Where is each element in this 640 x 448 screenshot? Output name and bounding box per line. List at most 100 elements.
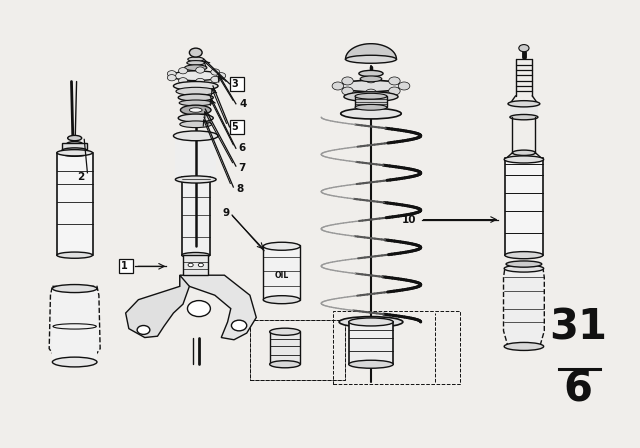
Text: 2: 2 [77,172,84,182]
Circle shape [211,69,220,75]
Circle shape [217,73,226,79]
Polygon shape [125,275,189,337]
Ellipse shape [187,60,205,65]
Bar [250,320,346,380]
Ellipse shape [173,131,218,141]
Bar [183,255,209,275]
Ellipse shape [263,242,300,250]
Ellipse shape [360,76,382,82]
Bar [250,320,346,380]
Circle shape [188,301,211,317]
Ellipse shape [68,135,82,141]
Text: 4: 4 [240,99,247,109]
Text: OIL: OIL [275,271,289,280]
Circle shape [198,263,204,267]
Ellipse shape [355,93,387,99]
Ellipse shape [513,150,536,155]
Bar [175,135,216,180]
Ellipse shape [355,104,387,110]
Ellipse shape [62,151,88,156]
Text: 7: 7 [239,164,246,173]
Circle shape [232,320,246,331]
Circle shape [137,326,150,334]
Bar [355,96,387,108]
Circle shape [196,78,205,85]
Bar [505,158,543,255]
Bar [62,142,88,151]
Circle shape [179,78,188,84]
Circle shape [365,75,377,83]
Text: 10: 10 [402,215,417,224]
Ellipse shape [180,105,211,115]
Ellipse shape [178,94,213,101]
Text: 31: 31 [549,307,607,349]
Ellipse shape [52,284,97,293]
Ellipse shape [172,71,220,81]
Circle shape [398,82,410,90]
Circle shape [342,87,353,95]
Circle shape [167,71,176,77]
Text: 6: 6 [564,369,593,411]
Circle shape [332,82,344,90]
Ellipse shape [184,65,207,71]
Circle shape [189,48,202,57]
Ellipse shape [175,176,216,183]
Polygon shape [504,268,544,346]
Text: 6: 6 [239,143,246,153]
Ellipse shape [57,150,93,156]
Bar [263,246,300,300]
Circle shape [179,68,188,74]
Circle shape [211,76,220,82]
Text: 9: 9 [223,208,230,218]
Circle shape [519,44,529,52]
Ellipse shape [504,342,543,350]
Bar [57,153,93,255]
Circle shape [196,67,205,73]
Ellipse shape [176,87,216,95]
Ellipse shape [180,121,212,128]
Circle shape [365,89,377,97]
Ellipse shape [62,148,88,153]
Bar [269,331,300,364]
Circle shape [167,75,176,81]
Text: 3: 3 [232,79,242,89]
Ellipse shape [57,252,93,258]
Ellipse shape [510,115,538,120]
Ellipse shape [339,317,403,327]
Ellipse shape [269,361,300,368]
Bar [52,289,97,362]
Circle shape [388,87,400,95]
Ellipse shape [506,261,541,267]
Ellipse shape [188,57,204,61]
Ellipse shape [349,360,394,368]
Bar [349,322,394,364]
Ellipse shape [178,114,213,122]
Ellipse shape [359,70,383,77]
Polygon shape [180,275,256,340]
Ellipse shape [504,265,543,272]
Text: 1: 1 [120,261,131,271]
Ellipse shape [173,82,218,90]
Ellipse shape [179,100,212,106]
Polygon shape [49,286,100,362]
Bar [510,103,538,117]
Ellipse shape [340,80,401,92]
Circle shape [342,77,353,85]
Ellipse shape [349,318,394,326]
Bar [333,311,460,384]
Circle shape [188,263,193,267]
Ellipse shape [508,101,540,107]
Text: 5: 5 [232,122,242,132]
Ellipse shape [504,156,543,163]
Polygon shape [346,44,396,59]
Ellipse shape [182,253,210,258]
Ellipse shape [52,357,97,367]
Ellipse shape [344,92,398,102]
Bar [182,177,210,255]
Ellipse shape [189,108,202,112]
Text: 8: 8 [237,184,244,194]
Circle shape [388,77,400,85]
Ellipse shape [269,328,300,335]
Ellipse shape [505,252,543,259]
Ellipse shape [67,142,83,146]
